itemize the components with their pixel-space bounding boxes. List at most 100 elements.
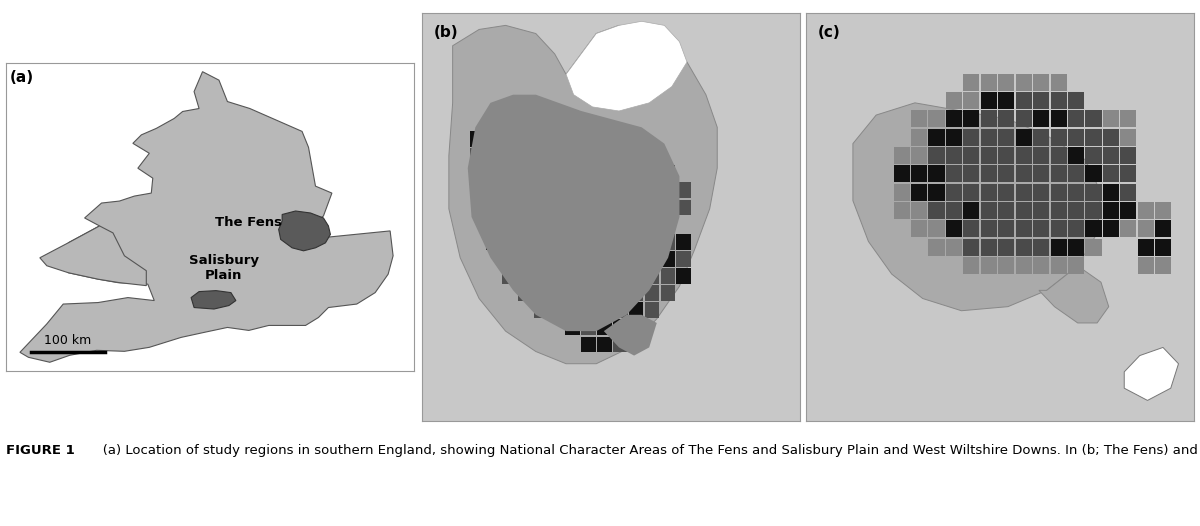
Bar bbox=[1068, 92, 1084, 109]
Bar bbox=[1086, 147, 1102, 164]
Bar bbox=[964, 110, 979, 127]
Bar bbox=[565, 234, 580, 250]
Bar bbox=[980, 184, 997, 200]
Bar bbox=[1033, 257, 1049, 274]
Bar bbox=[534, 165, 548, 181]
Bar bbox=[980, 110, 997, 127]
Bar bbox=[929, 129, 944, 146]
Bar bbox=[1015, 74, 1032, 90]
Bar bbox=[1050, 239, 1067, 256]
Bar bbox=[894, 202, 910, 219]
Text: The Fens: The Fens bbox=[215, 216, 282, 229]
Bar bbox=[534, 302, 548, 318]
Bar bbox=[1050, 166, 1067, 183]
Bar bbox=[1121, 202, 1136, 219]
Bar bbox=[980, 239, 997, 256]
Bar bbox=[1138, 220, 1154, 237]
Bar bbox=[1103, 220, 1118, 237]
Bar bbox=[998, 220, 1014, 237]
Bar bbox=[1050, 220, 1067, 237]
Bar bbox=[660, 217, 676, 232]
Bar bbox=[517, 285, 533, 301]
Bar bbox=[486, 148, 500, 164]
Bar bbox=[946, 166, 962, 183]
Bar bbox=[946, 184, 962, 200]
Bar bbox=[644, 165, 659, 181]
Bar bbox=[629, 319, 643, 335]
Bar bbox=[502, 165, 516, 181]
Bar bbox=[644, 183, 659, 198]
Bar bbox=[613, 183, 628, 198]
Bar bbox=[929, 239, 944, 256]
Bar bbox=[1033, 147, 1049, 164]
Bar bbox=[911, 129, 928, 146]
Bar bbox=[1015, 166, 1032, 183]
Bar bbox=[677, 268, 691, 284]
Bar bbox=[1050, 220, 1067, 237]
Bar bbox=[613, 285, 628, 301]
Bar bbox=[581, 337, 595, 352]
Bar bbox=[998, 74, 1014, 90]
Bar bbox=[581, 165, 595, 181]
Bar bbox=[998, 110, 1014, 127]
Bar bbox=[946, 147, 962, 164]
Bar bbox=[629, 302, 643, 318]
Bar bbox=[1068, 147, 1084, 164]
Bar bbox=[550, 234, 564, 250]
Bar bbox=[581, 251, 595, 267]
Bar bbox=[660, 268, 676, 284]
Bar bbox=[677, 199, 691, 215]
Bar bbox=[980, 257, 997, 274]
Bar bbox=[550, 251, 564, 267]
Bar bbox=[946, 184, 962, 200]
Bar bbox=[1033, 184, 1049, 200]
Bar bbox=[629, 268, 643, 284]
Bar bbox=[1086, 147, 1102, 164]
Bar bbox=[486, 217, 500, 232]
Bar bbox=[946, 220, 962, 237]
Bar bbox=[964, 147, 979, 164]
Bar bbox=[565, 251, 580, 267]
Bar bbox=[613, 234, 628, 250]
Bar bbox=[998, 239, 1014, 256]
Bar bbox=[1068, 129, 1084, 146]
Bar bbox=[486, 131, 500, 147]
Bar bbox=[946, 220, 962, 237]
Bar bbox=[1050, 110, 1067, 127]
Bar bbox=[534, 251, 548, 267]
Bar bbox=[1138, 202, 1154, 219]
Bar bbox=[502, 268, 516, 284]
Bar bbox=[534, 268, 548, 284]
Bar bbox=[911, 184, 928, 200]
Bar bbox=[964, 184, 979, 200]
Bar bbox=[946, 129, 962, 146]
Bar bbox=[1103, 220, 1118, 237]
Bar bbox=[980, 202, 997, 219]
Bar bbox=[613, 285, 628, 301]
Bar bbox=[486, 148, 500, 164]
Bar bbox=[964, 220, 979, 237]
Bar bbox=[660, 183, 676, 198]
Bar bbox=[1068, 92, 1084, 109]
Bar bbox=[550, 183, 564, 198]
Bar bbox=[911, 166, 928, 183]
Bar bbox=[581, 251, 595, 267]
Bar bbox=[502, 165, 516, 181]
Bar bbox=[1050, 147, 1067, 164]
Bar bbox=[550, 199, 564, 215]
Bar bbox=[1086, 129, 1102, 146]
Bar bbox=[1015, 184, 1032, 200]
Bar bbox=[1103, 147, 1118, 164]
Bar bbox=[964, 129, 979, 146]
Bar bbox=[613, 302, 628, 318]
Bar bbox=[581, 319, 595, 335]
Bar bbox=[1050, 184, 1067, 200]
Bar bbox=[502, 217, 516, 232]
Bar bbox=[1033, 92, 1049, 109]
Bar bbox=[534, 183, 548, 198]
Bar bbox=[1086, 129, 1102, 146]
Bar bbox=[1068, 166, 1084, 183]
Text: FIGURE 1: FIGURE 1 bbox=[6, 444, 74, 458]
Bar bbox=[1068, 257, 1084, 274]
Bar bbox=[1086, 202, 1102, 219]
